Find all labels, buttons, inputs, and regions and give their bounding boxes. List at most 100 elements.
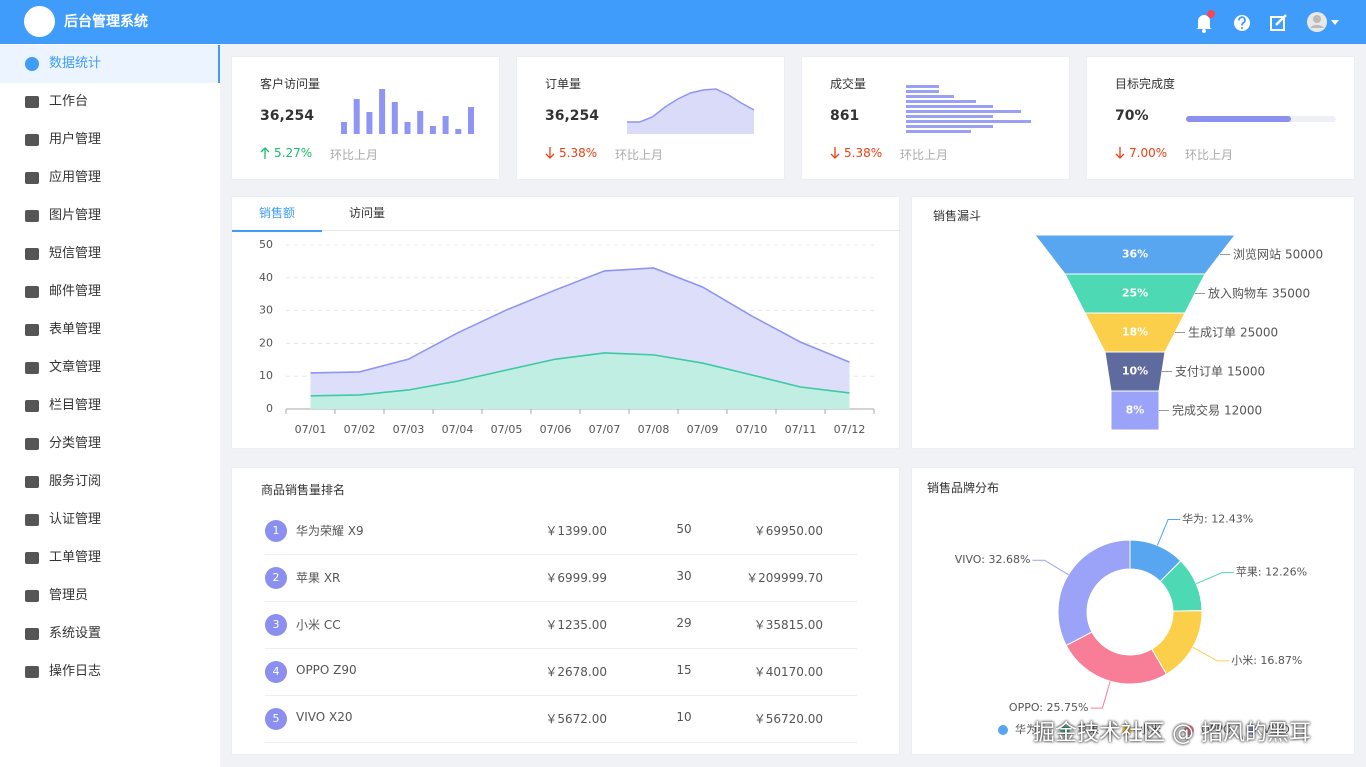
edit-icon[interactable] [1270,14,1287,31]
avatar[interactable] [1307,12,1339,32]
bell-icon[interactable] [1196,10,1215,33]
menu-label: 操作日志 [49,664,102,679]
menu-icon [25,514,39,526]
menu-item[interactable]: 数据统计 [0,45,220,83]
tab[interactable]: 访问量 [348,206,385,220]
rank-badge: 5 [265,708,287,730]
spark-hbar [906,125,993,128]
menu-item[interactable]: 操作日志 [0,653,220,691]
watermark: 掘金技术社区 @ 招风的黑耳 [1033,721,1311,746]
icon-shape [25,628,39,640]
total: ￥69950.00 [753,524,823,538]
card-value: 70% [1115,108,1149,124]
menu-label: 认证管理 [49,512,102,527]
menu-item[interactable]: 图片管理 [0,197,220,235]
x-tick-label: 07/01 [295,423,327,436]
x-tick-label: 07/06 [540,423,572,436]
menu-icon [25,324,39,336]
spark-hbar [906,110,1021,113]
tab-bar-line [232,230,901,231]
spark-bar [455,129,462,134]
menu-icon [25,552,39,564]
menu-icon [25,666,39,678]
menu-item[interactable]: 系统设置 [0,615,220,653]
icon-shape [25,96,39,108]
area [310,352,850,409]
price: ￥1235.00 [545,618,607,632]
stage-value: 15000 [1227,364,1265,378]
y-tick-label: 50 [259,238,273,251]
sparkline [627,88,755,134]
menu-label: 文章管理 [49,360,102,375]
y-tick-label: 20 [259,336,273,349]
card-value: 861 [830,108,860,124]
menu-item[interactable]: 应用管理 [0,159,220,197]
spark-hbar [906,85,939,88]
menu-item[interactable]: 用户管理 [0,121,220,159]
x-tick-label: 07/10 [736,423,768,436]
stage-value: 25000 [1240,325,1278,339]
stage-percent: 36% [1122,248,1148,261]
menu-item[interactable]: 服务订阅 [0,463,220,501]
menu-label: 栏目管理 [49,398,102,413]
menu-item[interactable]: 认证管理 [0,501,220,539]
menu-item[interactable]: 短信管理 [0,235,220,273]
row-divider [265,648,857,649]
label-line [1090,681,1111,709]
menu-icon [25,362,39,374]
stat-card: 目标完成度 70% 7.00% 环比上月 [1086,56,1355,180]
area [310,267,850,409]
stage-name: 生成订单 [1188,325,1236,339]
stage-value: 12000 [1224,403,1262,417]
slice-label: 华为: 12.43% [1182,512,1253,526]
arrow-shape [1115,147,1125,159]
funnel-stage [1110,390,1160,431]
help-icon[interactable] [1234,15,1250,31]
quantity: 50 [676,522,692,536]
y-tick-label: 40 [259,271,273,284]
menu-item[interactable]: 分类管理 [0,425,220,463]
menu-item[interactable]: 管理员 [0,577,220,615]
menu-item[interactable]: 表单管理 [0,311,220,349]
menu-item[interactable]: 文章管理 [0,349,220,387]
x-tick-label: 07/09 [687,423,719,436]
spark-bar [404,122,411,134]
slice-label: 小米: 16.87% [1231,654,1302,667]
menu-item[interactable]: 邮件管理 [0,273,220,311]
stage-name: 支付订单 [1175,364,1223,378]
menu-item[interactable]: 栏目管理 [0,387,220,425]
spark-hbar [906,120,1031,123]
donut-slice [1151,610,1203,675]
menu-item[interactable]: 工作台 [0,83,220,121]
quantity: 15 [676,663,692,677]
logo [24,6,55,37]
icon-shape [25,172,39,184]
menu-icon [25,400,39,412]
stage-label: 浏览网站 50000 [1233,246,1323,261]
tab[interactable]: 销售额 [232,197,322,232]
progress-fill [1186,116,1291,122]
menu-label: 系统设置 [49,626,102,641]
icon-shape [25,210,39,222]
card-value: 36,254 [545,108,600,124]
y-tick-label: 30 [259,304,273,317]
panel-title: 商品销售量排名 [261,483,346,497]
menu-label: 工作台 [49,94,89,109]
icon-shape [25,666,39,678]
stage-name: 浏览网站 [1233,246,1281,261]
funnel-chart: 36% 浏览网站 50000 25% 放入购物车 35000 18% 生成订单 25000 10%… [1033,234,1323,431]
spark-bar [442,116,449,134]
row-divider [265,601,857,602]
menu-item[interactable]: 工单管理 [0,539,220,577]
rank-badge: 4 [265,661,287,683]
spark-bar [353,99,360,134]
spark-area [627,89,754,134]
slice-label: 苹果: 12.26% [1236,565,1307,579]
menu-icon [25,286,39,298]
total: ￥35815.00 [753,618,823,632]
rank-badge: 2 [265,567,287,589]
card-change: 7.00% [1129,146,1168,160]
funnel-panel: 销售漏斗 36% 浏览网站 50000 25% 放入购物车 35000 18% 生成订单 2500… [911,196,1355,449]
stage-label: 支付订单 15000 [1175,364,1265,378]
y-tick-label: 10 [259,369,273,382]
